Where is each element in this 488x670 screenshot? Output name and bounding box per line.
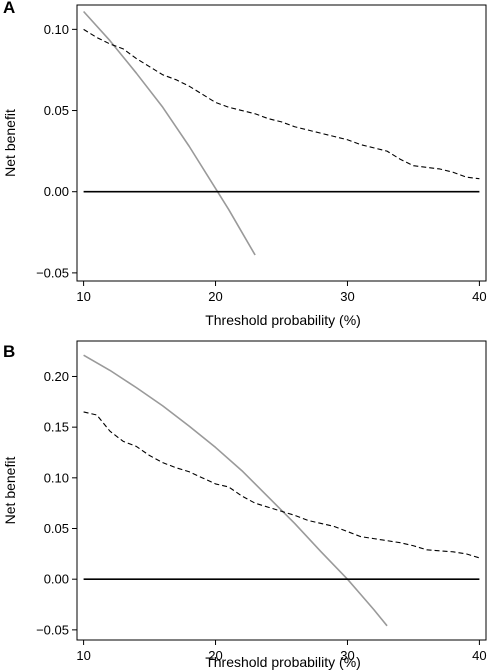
x-axis-title: Threshold probability (%): [205, 654, 361, 670]
gray-series-line: [83, 10, 256, 256]
x-tick-label: 40: [472, 289, 486, 304]
gray-series-line: [83, 354, 388, 627]
x-tick-label: 30: [340, 289, 354, 304]
x-tick-label: 10: [76, 289, 90, 304]
chart-panel-a: A 10 20 30 40 0.10 0.05 0.00 −0.05 Threshold prob…: [2, 0, 487, 328]
y-tick-label: 0.10: [44, 470, 69, 485]
y-tick-label: 0.20: [44, 369, 69, 384]
x-tick-label: 40: [472, 648, 486, 663]
x-tick-label: 10: [76, 648, 90, 663]
y-tick-label: 0.15: [44, 420, 69, 435]
y-axis-title: Net benefit: [2, 109, 18, 177]
y-tick-label: 0.05: [44, 521, 69, 536]
x-axis-title: Threshold probability (%): [205, 312, 361, 328]
x-tick-label: 30: [340, 648, 354, 663]
chart-panel-b: B 10 20 30 40 0.20 0.15 0.10 0.05 0.00 −0.05 Thresh…: [2, 340, 487, 670]
x-tick-label: 20: [208, 648, 222, 663]
y-axis-title: Net benefit: [2, 457, 18, 525]
panel-label: B: [3, 342, 15, 361]
plot-frame: [76, 4, 487, 282]
y-tick-label: 0.10: [44, 22, 69, 37]
y-tick-label: −0.05: [36, 265, 69, 280]
x-tick-label: 20: [208, 289, 222, 304]
y-tick-label: 0.00: [44, 184, 69, 199]
y-tick-label: 0.00: [44, 572, 69, 587]
y-tick-label: −0.05: [36, 622, 69, 637]
dashed-series-line: [83, 28, 480, 180]
dashed-series-line: [83, 411, 480, 559]
y-tick-label: 0.05: [44, 103, 69, 118]
plot-frame: [76, 340, 487, 641]
panel-label: A: [3, 0, 15, 17]
